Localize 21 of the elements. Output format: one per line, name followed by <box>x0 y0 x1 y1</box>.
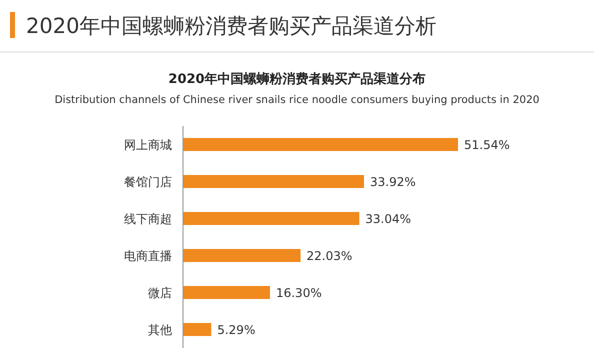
y-tick-label: 微店 <box>148 286 172 300</box>
data-label: 5.29% <box>217 323 256 337</box>
bar <box>183 175 364 188</box>
y-tick-label: 电商直播 <box>124 249 172 263</box>
y-tick-label: 餐馆门店 <box>124 175 172 189</box>
text: Distribution channels of Chinese river snails rice noodle consumers buying products in 2020 <box>54 94 540 106</box>
y-tick-label: 网上商城 <box>124 138 172 152</box>
y-tick-label: 其他 <box>148 323 172 337</box>
y-tick-label: 线下商超 <box>124 212 172 226</box>
bar <box>183 323 212 336</box>
bar <box>183 286 270 299</box>
data-label: 51.54% <box>464 138 510 152</box>
bar <box>183 212 360 225</box>
bar <box>183 138 458 151</box>
data-label: 33.92% <box>370 175 416 189</box>
data-label: 22.03% <box>306 249 352 263</box>
chart-subtitle: 2020年中国螺蛳粉消费者购买产品渠道分布 <box>168 71 426 87</box>
bar <box>183 249 301 262</box>
data-label: 16.30% <box>276 286 322 300</box>
data-label: 33.04% <box>365 212 412 226</box>
chart-title: 2020年中国螺蛳粉消费者购买产品渠道分析 <box>26 14 436 38</box>
